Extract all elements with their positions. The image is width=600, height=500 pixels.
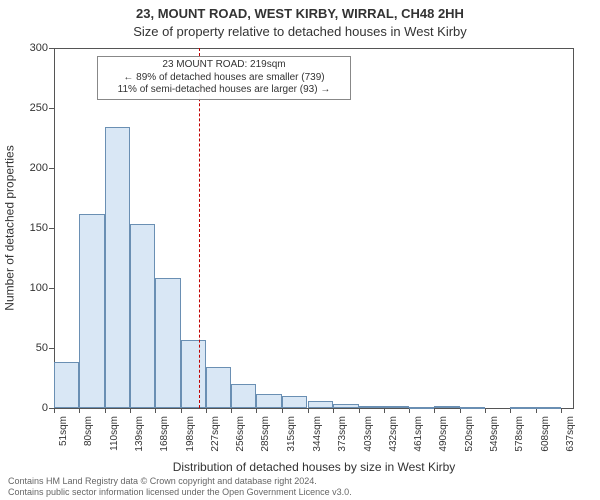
y-tick-label: 150 (20, 222, 48, 234)
y-axis-line (54, 48, 55, 408)
x-tick-label: 344sqm (312, 416, 323, 460)
x-tick-mark (282, 408, 283, 413)
x-tick-label: 315sqm (286, 416, 297, 460)
x-tick-label: 461sqm (413, 416, 424, 460)
annotation-box: 23 MOUNT ROAD: 219sqm ← 89% of detached … (97, 56, 351, 100)
histogram-bar (333, 404, 359, 408)
chart-container: 23, MOUNT ROAD, WEST KIRBY, WIRRAL, CH48… (0, 0, 600, 500)
x-tick-mark (181, 408, 182, 413)
x-tick-mark (105, 408, 106, 413)
x-tick-mark (155, 408, 156, 413)
x-tick-mark (206, 408, 207, 413)
y-tick-mark (49, 288, 54, 289)
marker-line (199, 48, 200, 408)
histogram-bar (181, 340, 206, 408)
annotation-line3: 11% of semi-detached houses are larger (… (102, 84, 346, 97)
y-tick-label: 300 (20, 42, 48, 54)
histogram-bar (536, 407, 561, 409)
x-tick-label: 637sqm (565, 416, 576, 460)
x-tick-label: 110sqm (109, 416, 120, 460)
histogram-bar (256, 394, 282, 408)
x-tick-mark (359, 408, 360, 413)
x-tick-mark (561, 408, 562, 413)
histogram-bar (384, 406, 409, 408)
x-tick-label: 432sqm (388, 416, 399, 460)
x-tick-mark (231, 408, 232, 413)
x-tick-label: 490sqm (438, 416, 449, 460)
histogram-bar (359, 406, 384, 408)
histogram-bar (308, 401, 333, 408)
x-tick-label: 51sqm (58, 416, 69, 460)
histogram-bar (510, 407, 536, 409)
x-axis-label: Distribution of detached houses by size … (54, 460, 574, 474)
x-tick-label: 520sqm (464, 416, 475, 460)
x-tick-label: 549sqm (489, 416, 500, 460)
x-tick-label: 373sqm (337, 416, 348, 460)
x-tick-label: 227sqm (210, 416, 221, 460)
footer-line2: Contains public sector information licen… (8, 487, 352, 498)
x-tick-label: 168sqm (159, 416, 170, 460)
x-tick-mark (308, 408, 309, 413)
histogram-bar (460, 407, 485, 409)
x-tick-label: 403sqm (363, 416, 374, 460)
histogram-bar (54, 362, 79, 408)
histogram-bar (79, 214, 105, 408)
histogram-bar (231, 384, 256, 408)
histogram-bar (155, 278, 181, 408)
histogram-bar (409, 407, 434, 409)
x-tick-label: 608sqm (540, 416, 551, 460)
footer-line1: Contains HM Land Registry data © Crown c… (8, 476, 352, 487)
y-tick-mark (49, 348, 54, 349)
chart-title-line1: 23, MOUNT ROAD, WEST KIRBY, WIRRAL, CH48… (0, 6, 600, 21)
y-tick-mark (49, 108, 54, 109)
x-tick-mark (130, 408, 131, 413)
x-tick-label: 285sqm (260, 416, 271, 460)
y-tick-mark (49, 228, 54, 229)
annotation-line1: 23 MOUNT ROAD: 219sqm (102, 59, 346, 72)
histogram-bar (206, 367, 231, 408)
x-tick-mark (79, 408, 80, 413)
histogram-bar (130, 224, 155, 408)
histogram-bar (434, 406, 460, 408)
y-tick-label: 100 (20, 282, 48, 294)
x-tick-label: 80sqm (83, 416, 94, 460)
footer: Contains HM Land Registry data © Crown c… (8, 476, 352, 498)
x-tick-mark (54, 408, 55, 413)
y-tick-label: 250 (20, 102, 48, 114)
chart-title-line2: Size of property relative to detached ho… (0, 24, 600, 39)
y-tick-label: 50 (20, 342, 48, 354)
histogram-bar (105, 127, 130, 408)
x-tick-mark (256, 408, 257, 413)
histogram-bar (282, 396, 307, 408)
x-tick-mark (485, 408, 486, 413)
y-tick-mark (49, 168, 54, 169)
x-tick-mark (333, 408, 334, 413)
x-tick-mark (384, 408, 385, 413)
annotation-line2: ← 89% of detached houses are smaller (73… (102, 72, 346, 85)
y-tick-label: 200 (20, 162, 48, 174)
x-tick-label: 139sqm (134, 416, 145, 460)
x-tick-mark (434, 408, 435, 413)
x-tick-label: 256sqm (235, 416, 246, 460)
y-tick-mark (49, 48, 54, 49)
y-tick-label: 0 (20, 402, 48, 414)
x-tick-label: 198sqm (185, 416, 196, 460)
x-axis-line (54, 408, 574, 409)
x-tick-label: 578sqm (514, 416, 525, 460)
y-axis-label: Number of detached properties (4, 48, 16, 408)
